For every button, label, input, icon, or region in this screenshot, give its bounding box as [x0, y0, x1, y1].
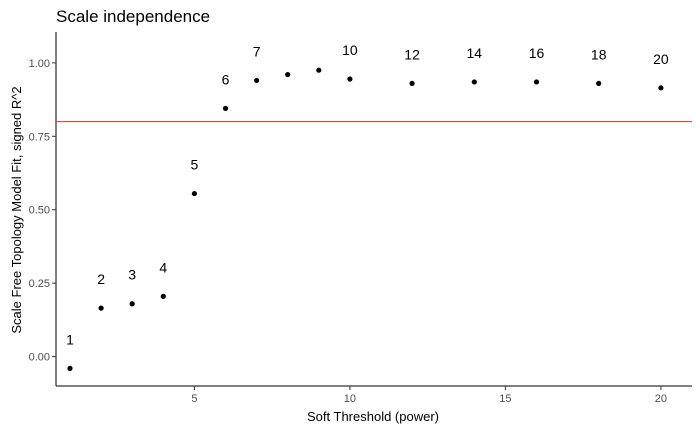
point-label: 4 [159, 259, 167, 275]
point-label: 20 [653, 51, 669, 67]
y-tick-label: 1.00 [29, 58, 50, 70]
y-tick-label: 0.50 [29, 205, 50, 217]
point-label: 18 [591, 46, 607, 62]
data-point [409, 80, 415, 87]
point-label: 5 [190, 157, 198, 173]
data-point [253, 77, 260, 84]
data-point [222, 105, 229, 111]
x-tick-label: 10 [344, 393, 356, 405]
y-tick-label: 0.00 [29, 352, 50, 364]
x-tick-label: 5 [191, 393, 197, 405]
point-label: 3 [128, 267, 136, 283]
chart-title: Scale independence [56, 7, 210, 26]
data-point [316, 67, 322, 73]
point-label: 16 [529, 45, 545, 61]
data-point [67, 365, 73, 371]
point-label: 14 [467, 45, 483, 61]
data-point [347, 76, 353, 82]
data-point [658, 85, 664, 91]
point-label: 6 [222, 71, 230, 87]
data-point [596, 80, 602, 87]
point-label: 2 [97, 271, 105, 287]
x-tick-label: 15 [499, 393, 511, 405]
data-point [98, 305, 104, 311]
y-axis-title: Scale Free Topology Model Fit, signed R^… [9, 86, 24, 333]
y-tick-label: 0.75 [29, 131, 50, 143]
data-point [471, 79, 477, 85]
data-point [533, 79, 540, 85]
point-label: 7 [253, 43, 261, 59]
data-point [191, 190, 197, 197]
point-label: 10 [342, 42, 358, 58]
point-label: 1 [66, 331, 74, 347]
x-axis-title: Soft Threshold (power) [307, 409, 439, 424]
data-point [129, 301, 135, 307]
y-tick-label: 0.25 [29, 278, 50, 290]
point-label: 12 [404, 46, 420, 62]
data-point [160, 293, 166, 299]
data-point [285, 71, 291, 78]
x-tick-label: 20 [655, 393, 667, 405]
